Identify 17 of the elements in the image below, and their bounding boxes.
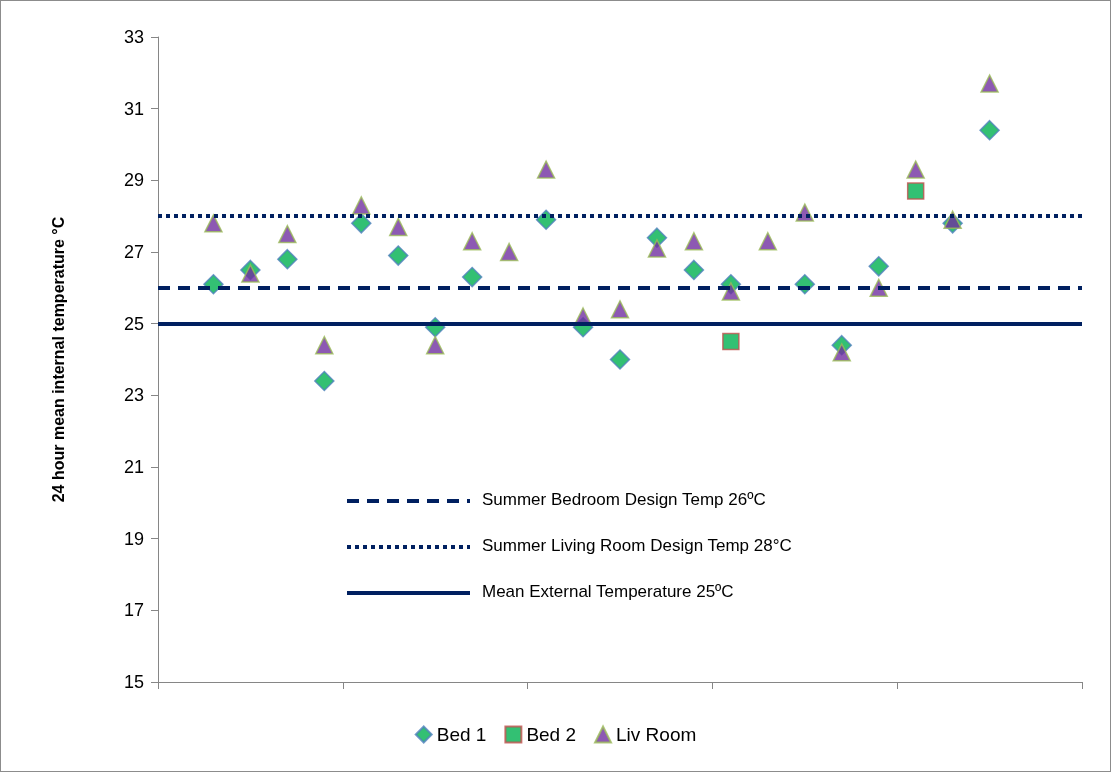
y-tick-label: 27: [123, 242, 144, 262]
legend-label: Bed 2: [526, 724, 577, 745]
y-tick-label: 29: [123, 170, 144, 191]
y-tick-label: 21: [123, 457, 144, 477]
y-tick-label: 33: [123, 27, 144, 47]
y-tick-label: 31: [123, 98, 144, 119]
y-tick-label: 17: [123, 600, 144, 621]
y-tick-label: 15: [123, 672, 144, 692]
y-axis-title: 24 hour mean internal temperature °C: [49, 216, 67, 503]
y-tick-label: 23: [123, 385, 144, 406]
legend-label: Summer Bedroom Design Temp 26ºC: [482, 490, 766, 509]
legend-label: Liv Room: [616, 724, 697, 745]
legend-label: Bed 1: [436, 724, 487, 745]
legend-label: Summer Living Room Design Temp 28°C: [482, 536, 792, 555]
y-tick-label: 19: [123, 528, 144, 549]
y-tick-label: 25: [123, 313, 144, 334]
legend-label: Mean External Temperature 25ºC: [482, 582, 734, 601]
